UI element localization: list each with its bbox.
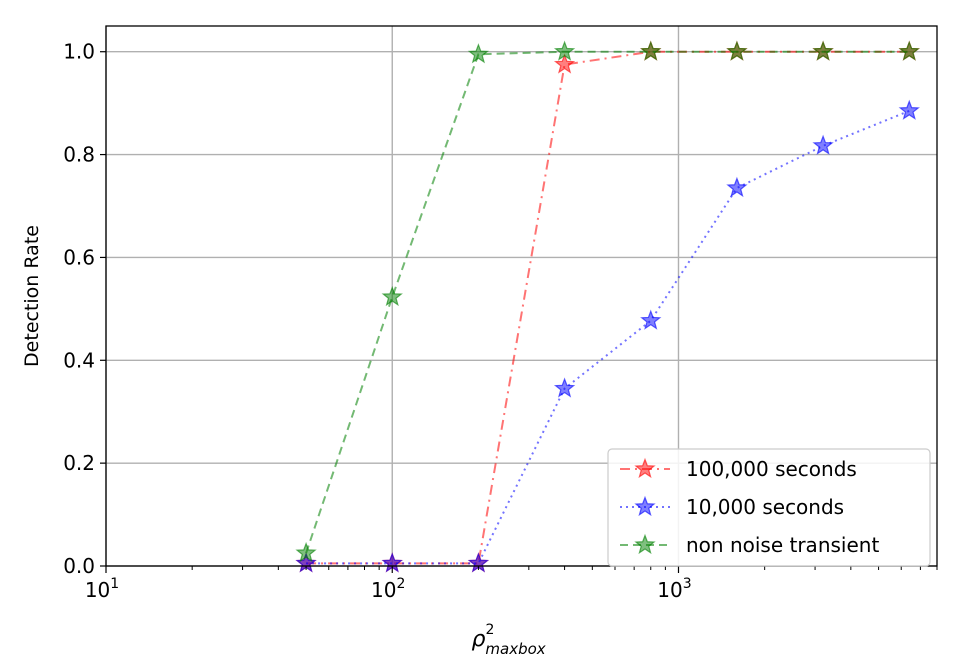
data-point — [812, 134, 834, 155]
x-axis-label-subscript: maxbox — [485, 640, 545, 658]
plot-frame — [105, 25, 938, 567]
x-tick-label: 101 — [85, 576, 119, 602]
data-point — [812, 40, 834, 61]
x-axis-label-superscript: 2 — [485, 622, 494, 638]
series-2 — [295, 40, 920, 563]
series-line — [305, 50, 910, 554]
legend-label: 10,000 seconds — [686, 495, 844, 519]
x-tick-base: 10 — [371, 578, 396, 602]
axis-ticks — [100, 51, 938, 573]
data-point — [467, 43, 490, 64]
grid-lines — [105, 26, 937, 567]
y-tick-label: 0.2 — [63, 451, 95, 475]
x-tick-exponent: 1 — [110, 576, 119, 592]
series-1 — [295, 99, 920, 573]
data-point — [898, 40, 920, 61]
x-tick-base: 10 — [657, 578, 682, 602]
y-tick-label: 0.8 — [63, 143, 95, 167]
data-point — [553, 40, 576, 61]
legend-entry: 10,000 seconds — [620, 495, 844, 519]
data-point — [640, 40, 662, 61]
legend-marker — [634, 533, 656, 555]
legend-marker — [634, 457, 656, 479]
legend-marker — [634, 495, 656, 517]
data-point — [898, 99, 920, 120]
series-line — [306, 109, 910, 565]
x-axis-label: ρ2 maxbox — [472, 622, 546, 658]
legend-label: 100,000 seconds — [686, 457, 857, 481]
x-tick-label: 102 — [371, 576, 405, 602]
data-point — [726, 176, 748, 198]
legend-entry: non noise transient — [620, 533, 879, 557]
y-tick-label: 0.0 — [63, 554, 95, 578]
y-tick-label: 1.0 — [63, 40, 95, 64]
data-point — [295, 541, 317, 563]
data-point — [553, 53, 576, 74]
y-tick-label: 0.4 — [63, 348, 95, 372]
y-tick-label: 0.6 — [63, 245, 95, 269]
legend-label: non noise transient — [686, 533, 879, 557]
legend-box — [607, 448, 931, 567]
legend-entry: 100,000 seconds — [620, 457, 857, 481]
x-tick-label: 103 — [657, 576, 691, 602]
x-axis-label-base: ρ — [472, 627, 486, 652]
x-tick-exponent: 3 — [683, 576, 692, 592]
legend: 100,000 seconds 10,000 seconds non noise t… — [607, 448, 931, 567]
y-axis-label: Detection Rate — [21, 225, 43, 367]
x-tick-base: 10 — [85, 578, 110, 602]
x-tick-exponent: 2 — [397, 576, 406, 592]
data-point — [553, 377, 576, 398]
data-point — [381, 285, 403, 307]
data-point — [640, 309, 662, 330]
data-point — [726, 40, 748, 61]
